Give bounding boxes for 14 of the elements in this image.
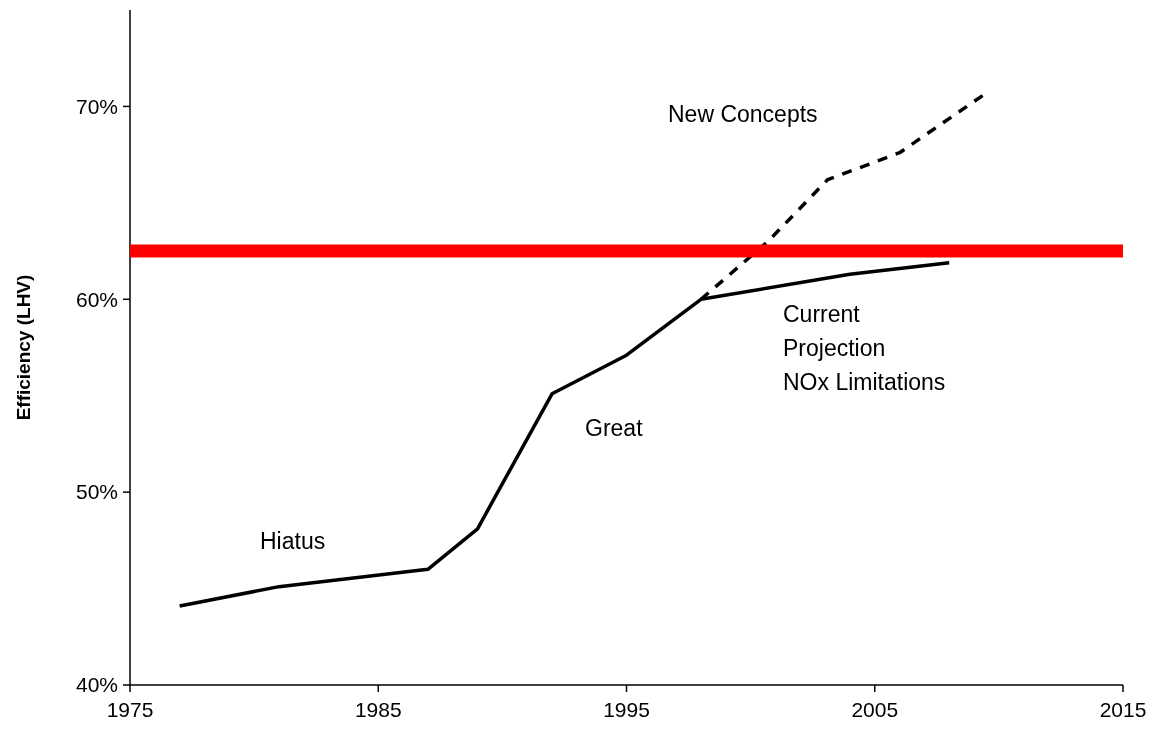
y-axis-title: Efficiency (LHV): [13, 274, 34, 421]
y-tick-label: 70%: [75, 94, 118, 118]
x-tick-label: 2015: [1099, 698, 1147, 721]
annotation: Hiatus: [260, 528, 326, 554]
y-tick-label: 60%: [75, 287, 118, 311]
annotation: Great: [585, 415, 644, 441]
y-tick-label: 50%: [75, 480, 118, 504]
x-tick-label: 1995: [603, 698, 650, 721]
x-tick-label: 1975: [106, 698, 154, 721]
x-tick-label: 2005: [851, 698, 899, 721]
annotation: New Concepts: [668, 101, 818, 127]
annotation: Current Projection NOx Limitations: [783, 301, 946, 395]
x-tick-label: 1985: [354, 698, 402, 721]
y-tick-label: 40%: [75, 673, 118, 697]
